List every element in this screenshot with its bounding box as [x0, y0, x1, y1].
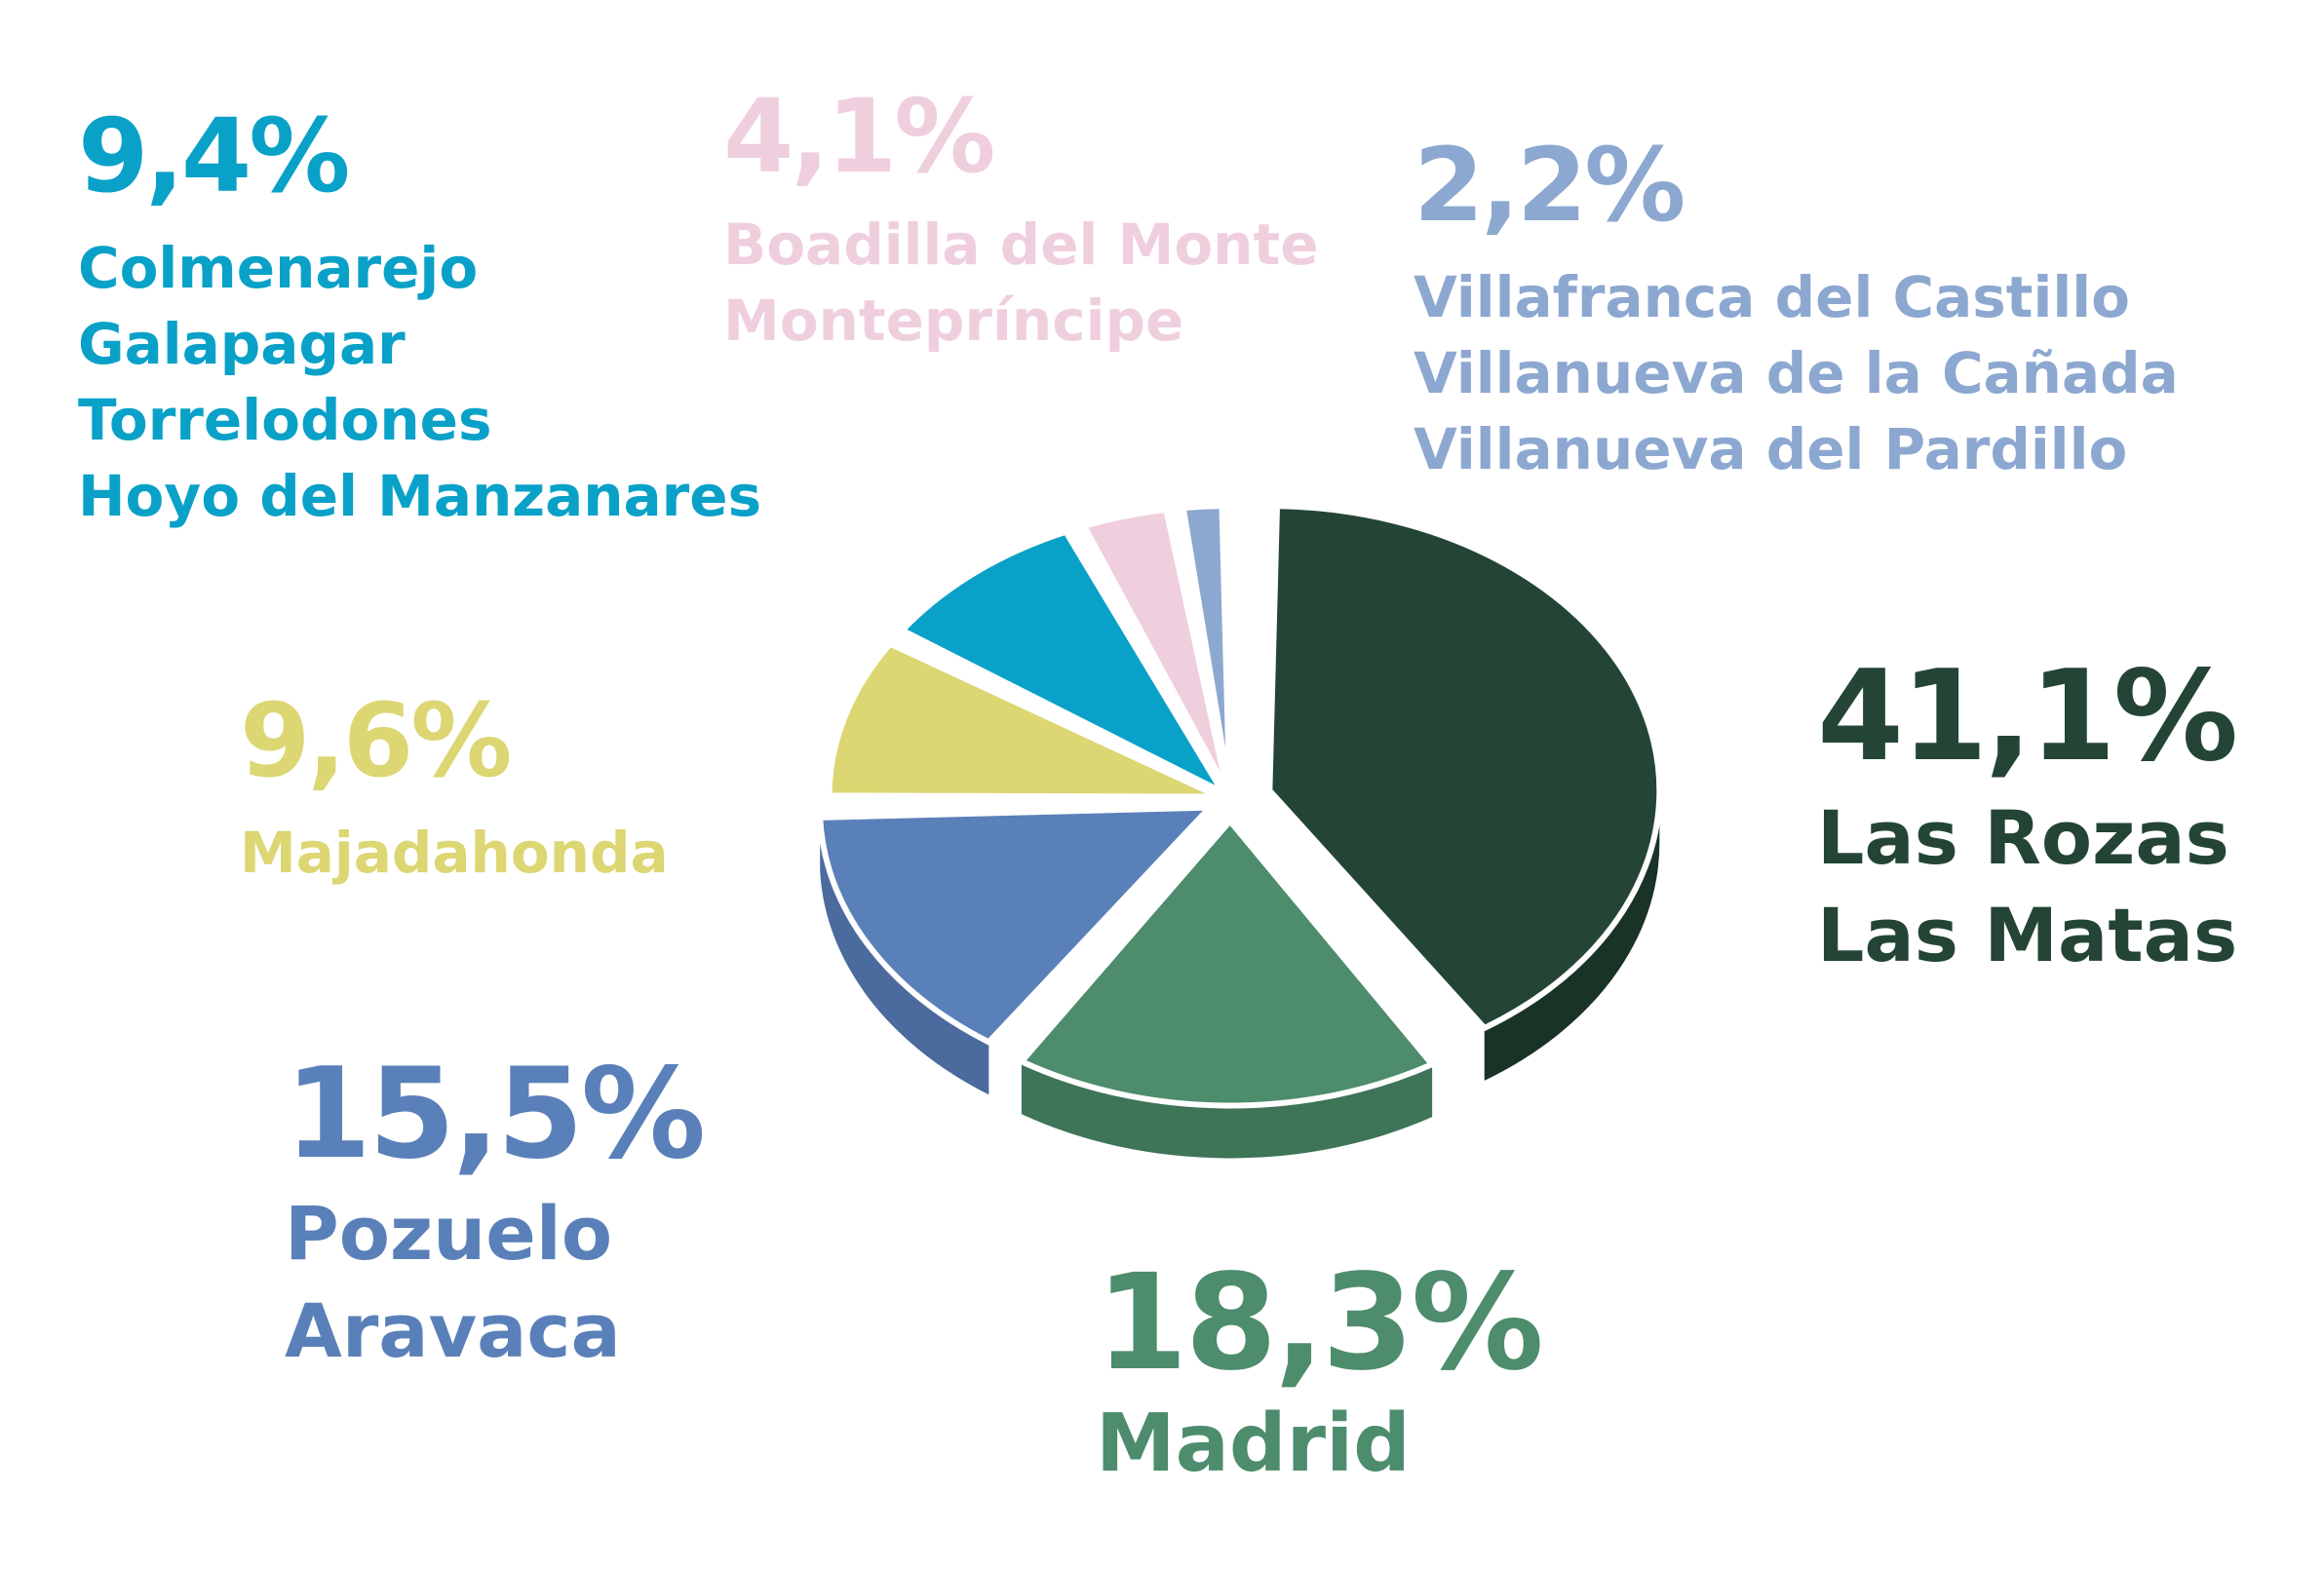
pie-slice-colmenarejo — [899, 528, 1226, 796]
name-madrid: Madrid — [1096, 1397, 1411, 1490]
name-torrelodones: Torrelodones — [78, 387, 492, 453]
name-galapagar: Galapagar — [78, 311, 406, 377]
label-madrid: 18,3% Madrid — [1096, 1246, 1544, 1495]
names-colmenarejo: Colmenarejo Galapagar Torrelodones Hoyo … — [78, 230, 761, 534]
name-las-rozas: Las Rozas — [1817, 794, 2229, 881]
label-pozuelo: 15,5% Pozuelo Aravaca — [285, 1042, 706, 1380]
pie-slice-side-rozas — [1484, 790, 1660, 1081]
pie-slice-majadahonda — [826, 640, 1222, 800]
pie-slice-boadilla — [1081, 506, 1230, 794]
label-colmenarejo: 9,4% Colmenarejo Galapagar Torrelodones … — [78, 105, 761, 534]
name-villanueva-de-la-canada: Villanueva de la Cañada — [1414, 340, 2179, 406]
label-boadilla: 4,1% Boadilla del Monte Montepríncipe — [723, 86, 1319, 359]
percent-boadilla: 4,1% — [723, 77, 995, 196]
names-las-rozas: Las Rozas Las Matas — [1817, 789, 2237, 984]
pie-slice-side-madrid — [1021, 1061, 1433, 1159]
name-monteprincipe: Montepríncipe — [723, 287, 1184, 354]
pie-slice-top-madrid — [1018, 818, 1436, 1109]
pie-slice-pozuelo — [817, 804, 1213, 1095]
name-las-matas: Las Matas — [1817, 892, 2238, 978]
pie-slice-madrid — [1018, 818, 1436, 1159]
pie-slice-villafranca — [1180, 503, 1233, 794]
label-villafranca: 2,2% Villafranca del Castillo Villanueva… — [1414, 134, 2179, 487]
pie-slice-top-pozuelo — [817, 804, 1213, 1046]
percent-madrid: 18,3% — [1096, 1246, 1544, 1400]
pie-slice-rozas — [1266, 503, 1663, 1081]
pie-slice-top-rozas — [1266, 503, 1663, 1031]
pie-slice-top-majadahonda — [826, 640, 1222, 800]
name-boadilla-del-monte: Boadilla del Monte — [723, 211, 1319, 278]
label-las-rozas: 41,1% Las Rozas Las Matas — [1817, 644, 2238, 984]
percent-las-rozas: 41,1% — [1817, 644, 2238, 789]
pie-slice-top-villafranca — [1180, 503, 1233, 794]
names-madrid: Madrid — [1096, 1394, 1541, 1495]
pie-slice-top-colmenarejo — [899, 528, 1226, 796]
percent-colmenarejo: 9,4% — [78, 96, 350, 215]
percent-pozuelo: 15,5% — [285, 1042, 706, 1187]
names-pozuelo: Pozuelo Aravaca — [285, 1185, 703, 1380]
name-aravaca: Aravaca — [285, 1287, 621, 1374]
name-villanueva-del-pardillo: Villanueva del Pardillo — [1414, 416, 2128, 482]
name-hoyo-del-manzanares: Hoyo del Manzanares — [78, 463, 762, 529]
name-villafranca-del-castillo: Villafranca del Castillo — [1414, 264, 2130, 330]
name-pozuelo: Pozuelo — [285, 1190, 613, 1277]
name-colmenarejo: Colmenarejo — [78, 235, 479, 301]
pie-slice-top-boadilla — [1081, 506, 1230, 794]
names-villafranca: Villafranca del Castillo Villanueva de l… — [1414, 259, 2179, 487]
pie-slice-side-pozuelo — [820, 817, 989, 1095]
label-majadahonda: 9,6% Majadahonda — [240, 690, 669, 891]
names-majadahonda: Majadahonda — [240, 815, 669, 891]
name-majadahonda: Majadahonda — [240, 820, 669, 886]
percent-majadahonda: 9,6% — [240, 681, 512, 800]
percent-villafranca: 2,2% — [1414, 126, 1685, 245]
names-boadilla: Boadilla del Monte Montepríncipe — [723, 207, 1319, 359]
